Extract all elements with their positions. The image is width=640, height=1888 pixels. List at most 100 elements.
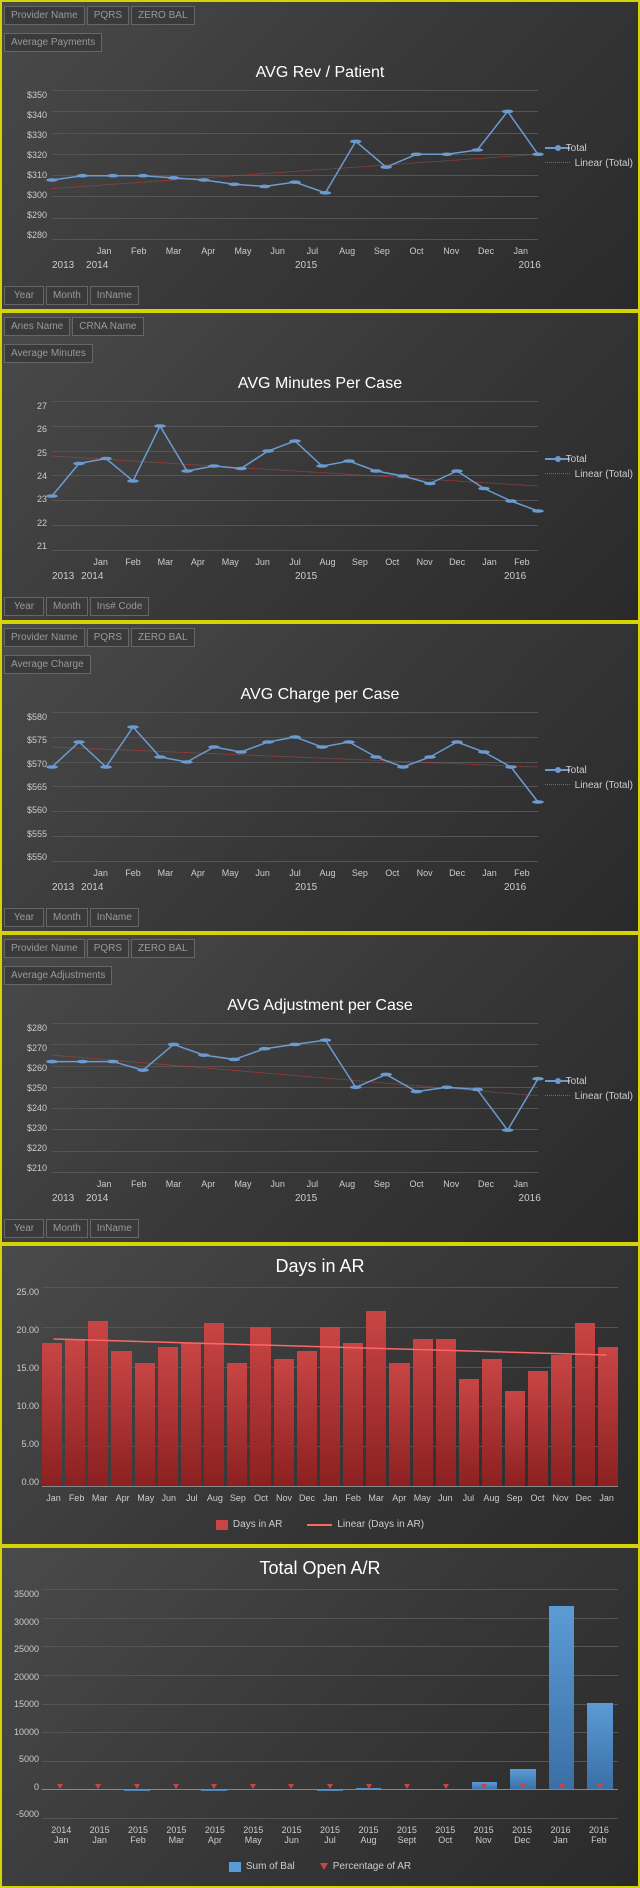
filter-button[interactable]: Month <box>46 286 88 305</box>
filter-button[interactable]: PQRS <box>87 6 129 25</box>
x-tick: 2015Nov <box>464 1825 502 1845</box>
legend: TotalLinear (Total) <box>545 761 633 795</box>
x-tick: Mar <box>156 1179 191 1189</box>
filter-button[interactable]: Provider Name <box>4 628 85 647</box>
legend-item: Sum of Bal <box>229 1861 295 1872</box>
filter-button[interactable]: Anes Name <box>4 317 70 336</box>
y-tick: $340 <box>12 110 47 120</box>
x-tick: Oct <box>376 557 408 567</box>
x-tick: Sep <box>344 868 376 878</box>
y-tick: $290 <box>12 210 47 220</box>
chart-area: 35000300002500020000150001000050000-5000 <box>42 1589 618 1819</box>
x-tick: Dec <box>469 1179 504 1189</box>
filter-row: Provider NamePQRSZERO BAL <box>2 624 638 651</box>
legend-item: Total <box>545 1076 633 1087</box>
filter-button[interactable]: Month <box>46 908 88 927</box>
x-tick: Oct <box>376 868 408 878</box>
x-tick: Jan <box>42 1493 65 1503</box>
x-tick: Jun <box>157 1493 180 1503</box>
x-tick: Mar <box>365 1493 388 1503</box>
x-tick: Aug <box>203 1493 226 1503</box>
y-tick: $555 <box>12 829 47 839</box>
year-label: 2014 <box>81 882 103 893</box>
x-tick: Feb <box>506 868 538 878</box>
x-tick: Jul <box>180 1493 203 1503</box>
chart-title: Days in AR <box>2 1246 638 1287</box>
metric-badge: Average Charge <box>4 655 91 674</box>
y-tick: -5000 <box>7 1809 39 1819</box>
filter-button[interactable]: Year <box>4 597 44 616</box>
x-tick: Feb <box>342 1493 365 1503</box>
filter-button[interactable]: PQRS <box>87 939 129 958</box>
filter-row: Anes NameCRNA Name <box>2 313 638 340</box>
x-tick: Jan <box>473 868 505 878</box>
x-tick: Jan <box>87 1179 122 1189</box>
legend: TotalLinear (Total) <box>545 139 633 173</box>
filter-button[interactable]: Provider Name <box>4 939 85 958</box>
x-tick: Aug <box>311 868 343 878</box>
x-tick: 2015Jul <box>311 1825 349 1845</box>
x-tick: Jul <box>295 1179 330 1189</box>
year-row: 2013201420152016 <box>52 258 538 282</box>
y-axis: $280$270$260$250$240$230$220$210 <box>12 1023 47 1173</box>
x-tick <box>52 246 87 256</box>
x-tick: Nov <box>434 246 469 256</box>
chart-title: AVG Rev / Patient <box>2 56 638 90</box>
y-axis: 35000300002500020000150001000050000-5000 <box>7 1589 39 1819</box>
filter-row: Provider NamePQRSZERO BAL <box>2 2 638 29</box>
x-tick: Apr <box>182 557 214 567</box>
filter-button[interactable]: Month <box>46 1219 88 1238</box>
filter-button[interactable]: PQRS <box>87 628 129 647</box>
y-tick: $250 <box>12 1083 47 1093</box>
filter-button[interactable]: InName <box>90 1219 139 1238</box>
y-tick: $320 <box>12 150 47 160</box>
x-tick: Dec <box>441 868 473 878</box>
x-tick: Mar <box>156 246 191 256</box>
filter-button[interactable]: Ins# Code <box>90 597 150 616</box>
x-tick: May <box>411 1493 434 1503</box>
filter-button[interactable]: ZERO BAL <box>131 628 194 647</box>
year-label: 2015 <box>295 260 317 271</box>
x-tick: 2016Jan <box>541 1825 579 1845</box>
x-tick: Jul <box>295 246 330 256</box>
metric-badge: Average Adjustments <box>4 966 112 985</box>
filter-button[interactable]: InName <box>90 908 139 927</box>
filter-button[interactable]: Year <box>4 908 44 927</box>
x-tick: 2015May <box>234 1825 272 1845</box>
filter-button[interactable]: InName <box>90 286 139 305</box>
filter-button[interactable]: CRNA Name <box>72 317 143 336</box>
x-tick: Sep <box>364 1179 399 1189</box>
chart-panel: Provider NamePQRSZERO BALAverage Payment… <box>0 0 640 311</box>
x-tick: Apr <box>182 868 214 878</box>
filter-button[interactable]: Year <box>4 1219 44 1238</box>
y-tick: $260 <box>12 1063 47 1073</box>
x-tick: 2015Dec <box>503 1825 541 1845</box>
filter-button[interactable]: Year <box>4 286 44 305</box>
filter-button[interactable]: ZERO BAL <box>131 6 194 25</box>
y-tick: 22 <box>12 518 47 528</box>
y-tick: 25.00 <box>7 1287 39 1297</box>
x-axis: JanFebMarAprMayJunJulAugSepOctNovDecJanF… <box>52 862 538 880</box>
filter-button[interactable]: Provider Name <box>4 6 85 25</box>
x-tick: Apr <box>191 246 226 256</box>
filter-row: Provider NamePQRSZERO BAL <box>2 935 638 962</box>
chart-title: AVG Minutes Per Case <box>2 367 638 401</box>
x-tick: Nov <box>272 1493 295 1503</box>
year-label: 2015 <box>295 571 317 582</box>
x-tick: Jan <box>503 1179 538 1189</box>
x-tick: May <box>226 1179 261 1189</box>
metric-badge: Average Minutes <box>4 344 93 363</box>
chart-area: $280$270$260$250$240$230$220$210 <box>52 1023 538 1173</box>
filter-button[interactable]: ZERO BAL <box>131 939 194 958</box>
y-tick: 15.00 <box>7 1363 39 1373</box>
y-tick: $560 <box>12 805 47 815</box>
x-tick: 2015Mar <box>157 1825 195 1845</box>
filter-button[interactable]: Month <box>46 597 88 616</box>
chart-panel: Total Open A/R35000300002500020000150001… <box>0 1546 640 1888</box>
y-tick: $330 <box>12 130 47 140</box>
y-tick: 5.00 <box>7 1439 39 1449</box>
year-label: 2016 <box>504 571 526 582</box>
legend: Sum of BalPercentage of AR <box>2 1847 638 1886</box>
x-tick: Jun <box>260 1179 295 1189</box>
x-tick: Feb <box>65 1493 88 1503</box>
